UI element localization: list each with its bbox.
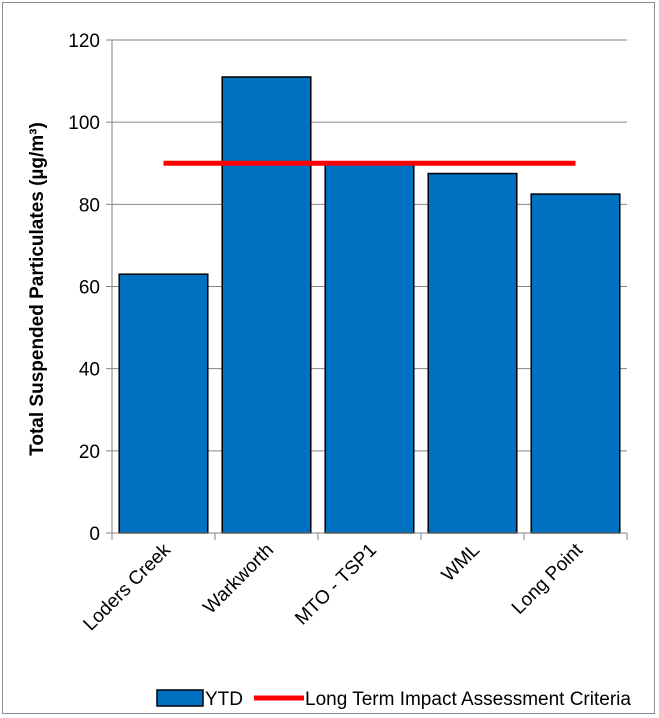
y-tick-label: 80 <box>79 195 100 216</box>
bar <box>221 76 312 534</box>
bar <box>530 193 621 534</box>
legend-swatch-ytd <box>156 689 204 707</box>
y-tick-label: 20 <box>79 442 100 463</box>
bar <box>118 273 209 534</box>
x-tick-label: WML <box>438 540 484 586</box>
x-tick-label: Long Point <box>508 539 588 619</box>
legend-label-criteria: Long Term Impact Assessment Criteria <box>305 689 631 710</box>
y-tick-label: 60 <box>79 278 100 299</box>
legend-label-ytd: YTD <box>205 689 243 710</box>
y-tick-label: 100 <box>68 113 100 134</box>
axes <box>106 39 628 540</box>
y-tick-labels: 0 20 40 60 80 100 120 <box>68 31 100 545</box>
y-tick-label: 120 <box>68 31 100 52</box>
bar <box>324 162 415 534</box>
bar <box>427 172 518 534</box>
y-tick-label: 0 <box>89 524 100 545</box>
bars <box>118 76 621 534</box>
legend: YTD Long Term Impact Assessment Criteria <box>156 689 631 710</box>
x-tick-labels: Loders Creek Warkworth MTO - TSP1 WML Long P… <box>80 539 588 635</box>
y-axis-label: Total Suspended Particulates (µg/m³) <box>27 122 48 456</box>
x-tick-label: Warkworth <box>199 540 278 619</box>
y-tick-label: 40 <box>79 360 100 381</box>
x-tick-label: MTO - TSP1 <box>291 540 381 630</box>
x-tick-label: Loders Creek <box>80 539 176 635</box>
